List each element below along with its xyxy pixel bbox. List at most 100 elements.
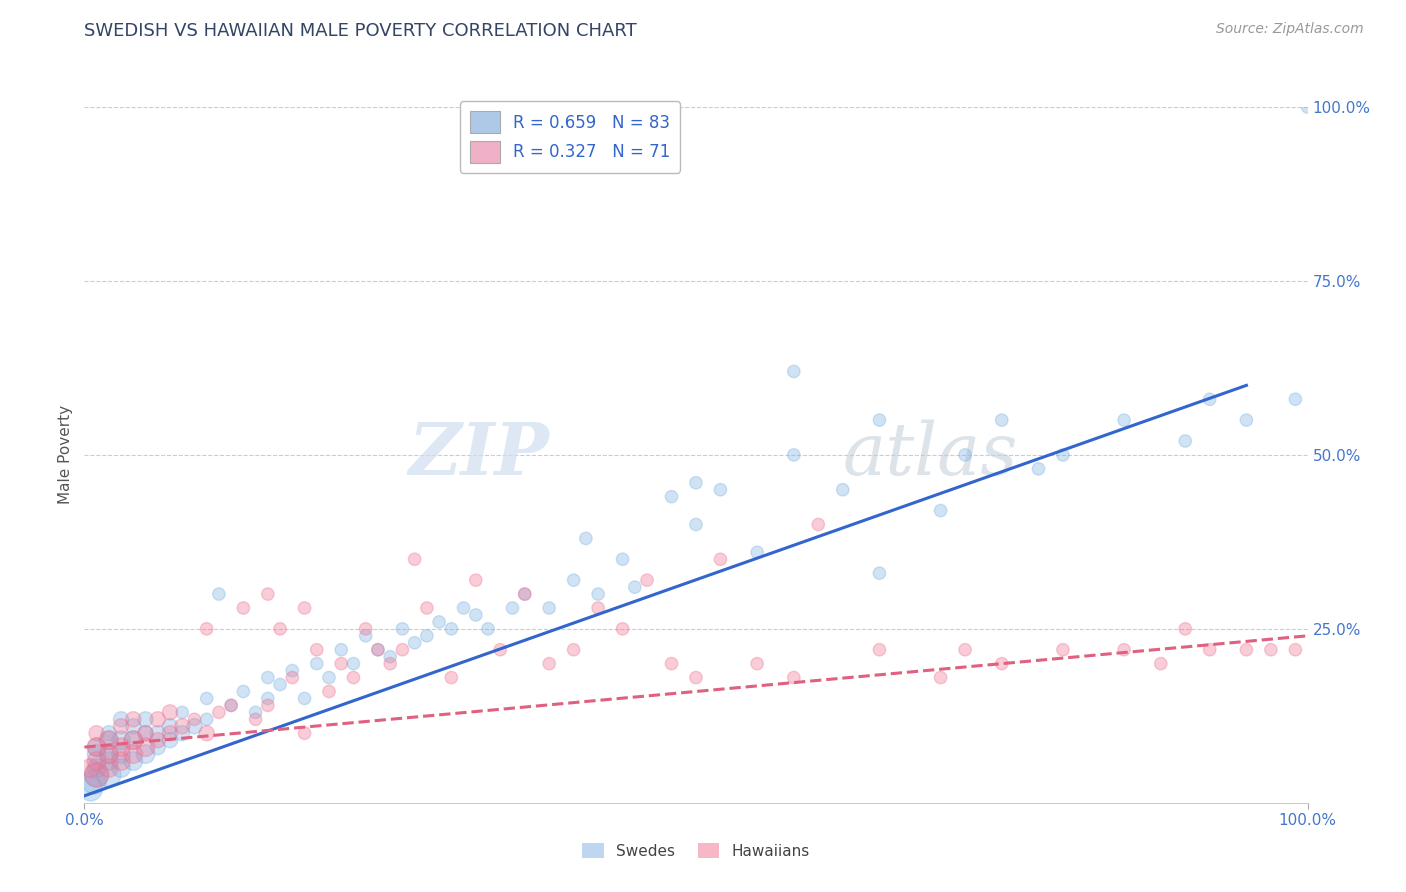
Point: [135, 747, 157, 761]
Point: [208, 706, 231, 720]
Point: [245, 712, 267, 726]
Point: [427, 615, 450, 629]
Point: [783, 364, 806, 378]
Point: [159, 719, 181, 733]
Point: [257, 587, 280, 601]
Point: [83, 775, 105, 789]
Point: [330, 642, 353, 657]
Point: [257, 698, 280, 713]
Point: [159, 733, 181, 747]
Point: [1198, 392, 1220, 407]
Point: [990, 657, 1012, 671]
Point: [86, 740, 108, 755]
Point: [661, 657, 683, 671]
Point: [122, 754, 145, 768]
Point: [685, 475, 707, 490]
Point: [869, 413, 891, 427]
Point: [1052, 642, 1074, 657]
Point: [661, 490, 683, 504]
Point: [135, 726, 157, 740]
Point: [342, 671, 364, 685]
Point: [391, 622, 413, 636]
Point: [464, 607, 486, 622]
Point: [208, 587, 231, 601]
Point: [195, 712, 218, 726]
Point: [122, 733, 145, 747]
Point: [245, 706, 267, 720]
Point: [367, 642, 389, 657]
Point: [219, 698, 242, 713]
Point: [159, 726, 181, 740]
Point: [501, 601, 523, 615]
Point: [86, 768, 108, 782]
Point: [1284, 392, 1306, 407]
Point: [404, 552, 426, 566]
Point: [86, 747, 108, 761]
Point: [110, 719, 132, 733]
Legend: Swedes, Hawaiians: Swedes, Hawaiians: [576, 837, 815, 864]
Point: [1296, 100, 1319, 114]
Point: [294, 726, 316, 740]
Point: [380, 657, 402, 671]
Point: [330, 657, 353, 671]
Text: SWEDISH VS HAWAIIAN MALE POVERTY CORRELATION CHART: SWEDISH VS HAWAIIAN MALE POVERTY CORRELA…: [84, 22, 637, 40]
Point: [97, 733, 120, 747]
Point: [990, 413, 1012, 427]
Point: [354, 629, 377, 643]
Point: [122, 719, 145, 733]
Point: [477, 622, 499, 636]
Point: [146, 733, 169, 747]
Point: [404, 636, 426, 650]
Point: [281, 664, 304, 678]
Point: [747, 657, 769, 671]
Point: [354, 622, 377, 636]
Point: [183, 719, 205, 733]
Point: [513, 587, 536, 601]
Point: [929, 671, 952, 685]
Point: [624, 580, 647, 594]
Point: [1260, 642, 1282, 657]
Point: [575, 532, 598, 546]
Point: [953, 448, 976, 462]
Point: [305, 657, 328, 671]
Point: [86, 761, 108, 775]
Point: [612, 552, 634, 566]
Point: [97, 726, 120, 740]
Point: [709, 483, 731, 497]
Point: [97, 754, 120, 768]
Point: [1174, 622, 1197, 636]
Point: [440, 671, 463, 685]
Point: [281, 671, 304, 685]
Point: [1234, 413, 1257, 427]
Point: [562, 642, 585, 657]
Point: [1150, 657, 1173, 671]
Point: [1174, 434, 1197, 448]
Point: [612, 622, 634, 636]
Point: [294, 601, 316, 615]
Point: [183, 712, 205, 726]
Point: [453, 601, 475, 615]
Point: [97, 761, 120, 775]
Point: [79, 781, 101, 796]
Point: [146, 726, 169, 740]
Point: [807, 517, 830, 532]
Point: [269, 677, 291, 691]
Point: [195, 622, 218, 636]
Point: [464, 573, 486, 587]
Point: [929, 503, 952, 517]
Point: [269, 622, 291, 636]
Point: [586, 601, 609, 615]
Point: [783, 671, 806, 685]
Point: [586, 587, 609, 601]
Point: [232, 684, 254, 698]
Point: [831, 483, 853, 497]
Point: [869, 566, 891, 581]
Point: [86, 768, 108, 782]
Point: [538, 601, 561, 615]
Point: [562, 573, 585, 587]
Point: [440, 622, 463, 636]
Point: [489, 642, 512, 657]
Point: [172, 706, 194, 720]
Point: [416, 601, 439, 615]
Point: [305, 642, 328, 657]
